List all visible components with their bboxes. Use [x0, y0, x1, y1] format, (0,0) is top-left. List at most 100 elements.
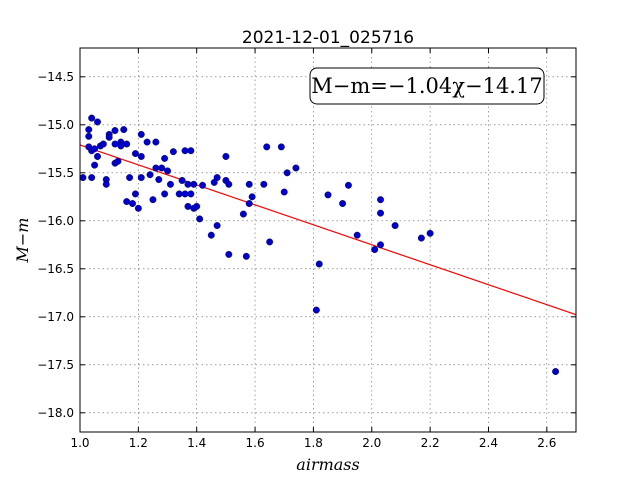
data-point	[178, 177, 186, 184]
data-point	[417, 234, 425, 242]
data-point	[123, 198, 131, 206]
data-point	[391, 222, 399, 230]
data-point	[91, 161, 99, 169]
y-tick-label: −17.5	[37, 358, 74, 372]
y-tick-label: −15.0	[37, 118, 74, 132]
data-point	[91, 145, 99, 153]
data-point	[315, 260, 323, 268]
y-tick-label: −15.5	[37, 166, 74, 180]
x-ticks: 1.0 1.2 1.4 1.6 1.8 2.0 2.2 2.4 2.6	[70, 48, 556, 450]
x-tick-label: 1.8	[304, 436, 323, 450]
data-point	[199, 181, 206, 189]
data-point	[120, 126, 128, 134]
data-points	[79, 114, 560, 375]
data-point	[166, 180, 174, 188]
data-point	[94, 118, 101, 126]
data-point	[146, 171, 154, 179]
data-point	[292, 164, 300, 172]
data-point	[164, 167, 171, 175]
data-point	[175, 190, 183, 198]
data-point	[99, 140, 107, 148]
data-point	[94, 153, 101, 160]
fit-line	[79, 144, 577, 316]
data-point	[123, 140, 131, 148]
data-point	[181, 190, 189, 198]
fit-equation-box: M−m=−1.04χ−14.17	[309, 67, 545, 105]
data-point	[248, 193, 256, 201]
data-point	[196, 215, 204, 223]
data-point	[225, 180, 233, 188]
y-tick-label: −17.0	[37, 310, 74, 324]
data-point	[131, 150, 139, 158]
data-point	[137, 130, 145, 138]
data-point	[161, 154, 169, 162]
data-point	[552, 368, 560, 375]
data-point	[312, 306, 320, 314]
x-tick-label: 1.2	[129, 436, 148, 450]
chart-title: 2021-12-01_025716	[242, 28, 414, 48]
data-point	[242, 252, 250, 260]
plot-frame	[79, 47, 577, 433]
data-point	[117, 142, 125, 150]
data-point	[239, 210, 247, 218]
data-point	[137, 174, 145, 182]
data-point	[111, 127, 119, 135]
data-point	[85, 132, 93, 140]
data-point	[190, 180, 198, 188]
data-point	[88, 114, 96, 122]
x-axis-label: airmass	[296, 455, 359, 474]
data-point	[225, 250, 233, 258]
fit-line-group	[79, 144, 577, 316]
data-point	[426, 229, 434, 237]
data-point	[169, 148, 177, 156]
data-point	[213, 222, 221, 230]
data-point	[129, 200, 136, 207]
data-point	[260, 180, 268, 188]
data-point	[377, 241, 384, 249]
data-point	[184, 202, 192, 210]
y-tick-label: −16.5	[37, 262, 74, 276]
x-tick-label: 2.4	[479, 436, 498, 450]
data-point	[344, 181, 352, 189]
data-point	[134, 204, 142, 212]
data-point	[158, 164, 166, 172]
equation-box-frame	[309, 67, 545, 105]
data-point	[193, 202, 201, 210]
data-point	[181, 147, 189, 155]
data-point	[187, 190, 195, 198]
x-tick-label: 2.6	[537, 436, 556, 450]
y-tick-label: −18.0	[37, 406, 74, 420]
grid	[79, 48, 576, 432]
data-point	[371, 246, 379, 254]
y-tick-label: −14.5	[37, 70, 74, 84]
x-tick-label: 2.2	[421, 436, 440, 450]
data-point	[280, 188, 288, 196]
data-point	[245, 180, 253, 188]
data-point	[245, 200, 253, 207]
data-point	[102, 180, 110, 188]
data-point	[143, 138, 151, 146]
data-point	[126, 174, 134, 182]
data-point	[266, 238, 274, 246]
data-point	[88, 174, 96, 182]
x-tick-label: 2.0	[362, 436, 381, 450]
data-point	[114, 157, 122, 165]
data-point	[207, 231, 215, 239]
data-point	[277, 143, 285, 151]
y-tick-label: −16.0	[37, 214, 74, 228]
data-point	[152, 138, 160, 146]
data-point	[79, 174, 87, 182]
data-point	[187, 147, 195, 155]
data-point	[161, 190, 169, 198]
x-tick-label: 1.6	[246, 436, 265, 450]
data-point	[131, 190, 139, 198]
data-point	[339, 200, 347, 207]
y-axis-label: M−m	[13, 218, 32, 264]
data-point	[353, 231, 361, 239]
data-point	[149, 196, 157, 204]
data-point	[263, 143, 271, 151]
data-point	[213, 174, 221, 182]
data-point	[155, 176, 163, 183]
data-point	[137, 153, 145, 160]
